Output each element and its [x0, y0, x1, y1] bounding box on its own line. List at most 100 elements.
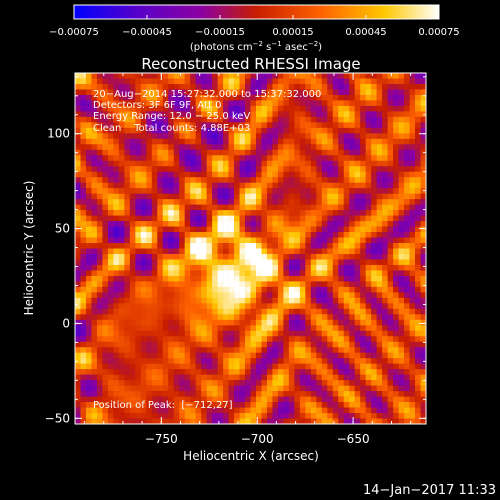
- heatmap-cell: [321, 83, 328, 90]
- heatmap-cell: [332, 78, 339, 85]
- heatmap-cell: [75, 380, 81, 386]
- heatmap-cell: [255, 374, 262, 381]
- heatmap-cell: [382, 144, 388, 151]
- heatmap-cell: [305, 122, 312, 129]
- heatmap-cell: [157, 177, 164, 183]
- heatmap-cell: [245, 413, 251, 419]
- heatmap-cell: [75, 182, 81, 189]
- heatmap-cell: [212, 127, 218, 134]
- heatmap-cell: [338, 237, 345, 244]
- heatmap-cell: [354, 319, 361, 326]
- heatmap-cell: [173, 199, 180, 205]
- heatmap-cell: [234, 89, 240, 96]
- heatmap-cell: [102, 226, 109, 233]
- heatmap-cell: [305, 369, 312, 375]
- heatmap-cell: [157, 204, 164, 211]
- heatmap-cell: [118, 83, 125, 90]
- heatmap-cell: [168, 358, 175, 364]
- heatmap-cell: [129, 171, 136, 178]
- heatmap-cell: [404, 237, 410, 244]
- heatmap-cell: [354, 347, 361, 353]
- heatmap-cell: [135, 259, 142, 266]
- heatmap-cell: [327, 275, 334, 282]
- heatmap-cell: [201, 160, 207, 167]
- heatmap-cell: [404, 78, 410, 85]
- heatmap-cell: [239, 402, 246, 408]
- heatmap-cell: [245, 188, 251, 194]
- heatmap-cell: [283, 100, 290, 107]
- heatmap-cell: [415, 89, 421, 96]
- heatmap-cell: [140, 347, 147, 353]
- heatmap-cell: [223, 89, 229, 96]
- heatmap-cell: [212, 138, 218, 145]
- heatmap-cell: [382, 374, 388, 381]
- heatmap-cell: [146, 330, 153, 337]
- heatmap-cell: [420, 264, 426, 271]
- heatmap-cell: [96, 336, 103, 343]
- heatmap-cell: [255, 83, 262, 90]
- heatmap-cell: [393, 330, 399, 337]
- heatmap-cell: [102, 314, 109, 321]
- heatmap-cell: [75, 385, 81, 392]
- heatmap-cell: [223, 111, 229, 118]
- heatmap-cell: [96, 270, 103, 277]
- heatmap-cell: [162, 215, 169, 222]
- heatmap-cell: [376, 166, 383, 173]
- heatmap-cell: [288, 407, 295, 414]
- heatmap-cell: [179, 303, 185, 310]
- heatmap-cell: [305, 127, 312, 134]
- heatmap-cell: [365, 325, 372, 332]
- heatmap-cell: [393, 292, 399, 299]
- heatmap-cell: [327, 188, 334, 194]
- heatmap-cell: [343, 215, 350, 222]
- heatmap-cell: [327, 264, 334, 271]
- heatmap-cell: [283, 330, 290, 337]
- heatmap-cell: [179, 155, 185, 162]
- heatmap-cell: [107, 374, 114, 381]
- heatmap-cell: [255, 325, 262, 332]
- heatmap-cell: [157, 149, 164, 156]
- heatmap-cell: [107, 248, 114, 255]
- heatmap-cell: [85, 308, 92, 315]
- heatmap-cell: [217, 111, 224, 118]
- heatmap-cell: [387, 160, 394, 167]
- heatmap-cell: [118, 94, 125, 101]
- heatmap-cell: [113, 221, 120, 227]
- heatmap-cell: [250, 160, 257, 167]
- heatmap-cell: [201, 303, 207, 310]
- heatmap-cell: [343, 122, 350, 129]
- heatmap-cell: [277, 111, 284, 118]
- heatmap-cell: [96, 111, 103, 118]
- heatmap-cell: [239, 314, 246, 321]
- heatmap-cell: [75, 138, 81, 145]
- heatmap-cell: [420, 166, 426, 173]
- heatmap-cell: [338, 73, 345, 79]
- heatmap-cell: [206, 380, 213, 386]
- heatmap-cell: [190, 100, 196, 107]
- heatmap-cell: [212, 385, 218, 392]
- heatmap-cell: [201, 171, 207, 178]
- heatmap-cell: [223, 380, 229, 386]
- heatmap-cell: [354, 94, 361, 101]
- heatmap-cell: [409, 363, 416, 370]
- heatmap-cell: [80, 73, 87, 79]
- heatmap-cell: [157, 226, 164, 233]
- heatmap-cell: [162, 336, 169, 343]
- heatmap-cell: [146, 407, 153, 414]
- heatmap-cell: [354, 166, 361, 173]
- heatmap-cell: [310, 199, 317, 205]
- heatmap-cell: [382, 210, 388, 216]
- heatmap-cell: [409, 253, 416, 260]
- heatmap-cell: [360, 199, 366, 205]
- heatmap-cell: [151, 171, 158, 178]
- heatmap-cell: [387, 402, 394, 408]
- heatmap-cell: [179, 133, 185, 140]
- heatmap-cell: [283, 286, 290, 293]
- heatmap-cell: [102, 237, 109, 244]
- heatmap-cell: [118, 336, 125, 343]
- heatmap-cell: [376, 369, 383, 375]
- heatmap-cell: [266, 297, 273, 304]
- heatmap-cell: [195, 396, 202, 403]
- heatmap-cell: [387, 193, 394, 200]
- heatmap-cell: [223, 248, 229, 255]
